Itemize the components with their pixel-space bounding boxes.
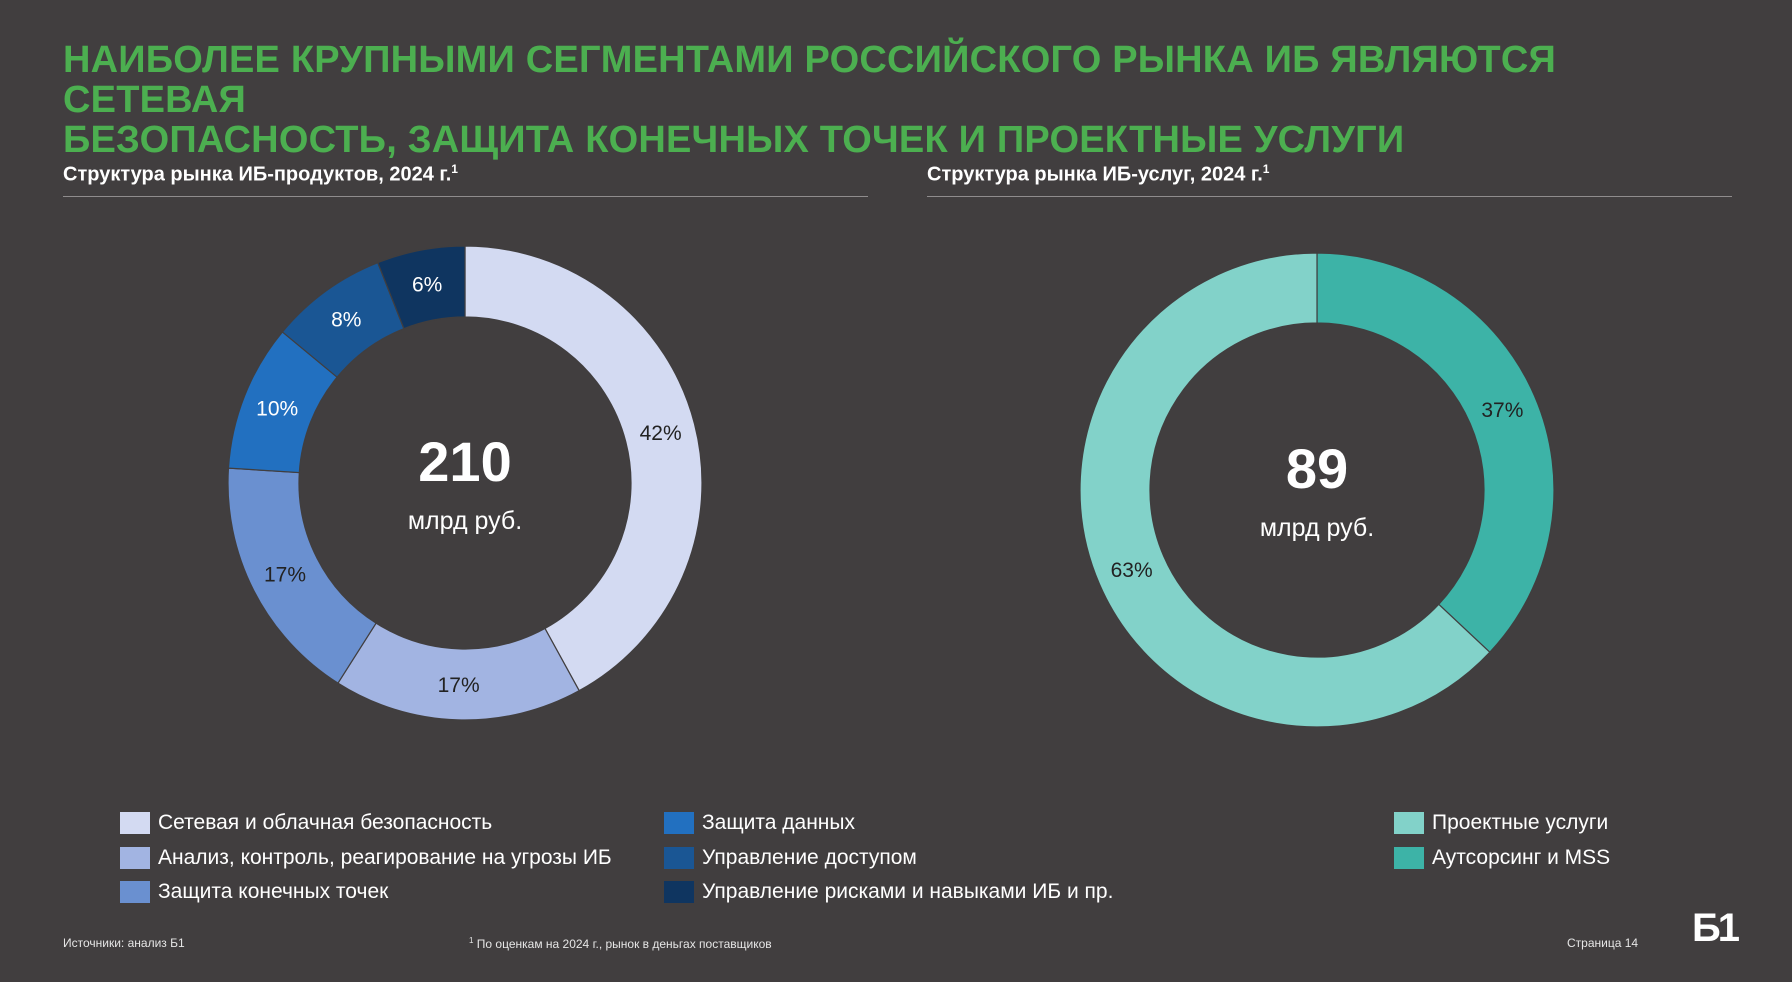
page-title: НАИБОЛЕЕ КРУПНЫМИ СЕГМЕНТАМИ РОССИЙСКОГО… [63, 40, 1743, 160]
donut-slice-label: 8% [331, 309, 361, 332]
donut-slice-label: 63% [1111, 559, 1153, 582]
legend-item: Проектные услуги [1394, 806, 1610, 841]
donut-slice [1316, 252, 1555, 654]
footer-sources: Источники: анализ Б1 [63, 936, 185, 950]
legend-swatch [1394, 812, 1424, 835]
legend-swatch [1394, 846, 1424, 869]
products-legend-col-2: Защита данных Управление доступом Управлен… [664, 806, 1113, 910]
legend-label: Защита данных [702, 811, 855, 835]
page-title-line-2: БЕЗОПАСНОСТЬ, ЗАЩИТА КОНЕЧНЫХ ТОЧЕК И ПР… [63, 119, 1405, 161]
b1-logo: Б1 [1692, 906, 1740, 950]
donut-center-unit: млрд руб. [408, 507, 522, 535]
footer-note-marker: 1 [469, 936, 474, 945]
footer-note: 1 По оценкам на 2024 г., рынок в деньгах… [469, 936, 772, 951]
legend-label: Защита конечных точек [158, 880, 389, 904]
legend-item: Защита данных [664, 806, 1113, 841]
legend-label: Проектные услуги [1432, 811, 1609, 835]
legend-label: Сетевая и облачная безопасность [158, 811, 493, 835]
footer-note-text: По оценкам на 2024 г., рынок в деньгах п… [473, 937, 772, 951]
donut-center-unit: млрд руб. [1260, 514, 1374, 542]
legend-item: Аутсорсинг и MSS [1394, 841, 1610, 876]
donut-slice-label: 10% [256, 398, 298, 421]
footer-page-number: Страница 14 [1567, 936, 1639, 950]
donut-slice-label: 42% [640, 422, 682, 445]
legend-item: Управление рисками и навыками ИБ и пр. [664, 875, 1113, 910]
legend-swatch [664, 846, 694, 869]
page-title-line-1: НАИБОЛЕЕ КРУПНЫМИ СЕГМЕНТАМИ РОССИЙСКОГО… [63, 39, 1556, 121]
legend-swatch [664, 812, 694, 835]
legend-label: Управление рисками и навыками ИБ и пр. [702, 880, 1114, 904]
donut-slice [464, 245, 703, 692]
donut-slice [376, 245, 466, 330]
donut-center-value: 210 [418, 430, 511, 493]
legend-item: Управление доступом [664, 841, 1113, 876]
legend-item: Сетевая и облачная безопасность [120, 806, 612, 841]
products-chart-title-text: Структура рынка ИБ-продуктов, 2024 г. [63, 163, 452, 186]
donut-slice-label: 17% [438, 674, 480, 697]
legend-label: Управление доступом [702, 845, 917, 869]
legend-swatch [120, 846, 150, 869]
services-chart-title-text: Структура рынка ИБ-услуг, 2024 г. [927, 163, 1263, 186]
services-chart-title: Структура рынка ИБ-услуг, 2024 г.1 [927, 162, 1732, 197]
donut-slice-label: 17% [264, 564, 306, 587]
legend-label: Аутсорсинг и MSS [1432, 845, 1611, 869]
services-legend: Проектные услуги Аутсорсинг и MSS [1394, 806, 1610, 875]
legend-swatch [664, 881, 694, 904]
donut-slice-label: 37% [1481, 399, 1523, 422]
legend-label: Анализ, контроль, реагирование на угрозы… [158, 845, 612, 869]
products-chart-title: Структура рынка ИБ-продуктов, 2024 г.1 [63, 162, 868, 197]
products-legend-col-1: Сетевая и облачная безопасность Анализ, к… [120, 806, 612, 910]
legend-item: Защита конечных точек [120, 875, 612, 910]
donut-slice [1079, 252, 1491, 728]
products-chart-title-footnote: 1 [451, 162, 458, 176]
legend-item: Анализ, контроль, реагирование на угрозы… [120, 841, 612, 876]
donut-center-value: 89 [1286, 437, 1348, 500]
services-chart-title-footnote: 1 [1262, 162, 1270, 176]
donut-slice-label: 6% [412, 274, 442, 297]
legend-swatch [120, 812, 150, 835]
legend-swatch [120, 881, 150, 904]
